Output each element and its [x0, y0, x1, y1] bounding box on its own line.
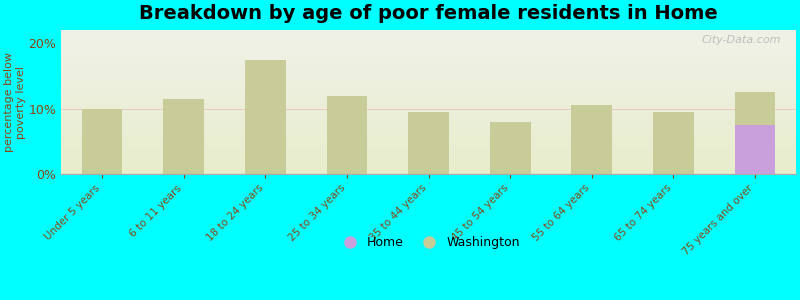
Bar	[408, 112, 449, 174]
Bar	[571, 105, 612, 174]
Bar	[163, 99, 204, 174]
Y-axis label: percentage below
poverty level: percentage below poverty level	[4, 52, 26, 152]
Text: City-Data.com: City-Data.com	[702, 34, 781, 45]
Bar	[245, 60, 286, 174]
Bar	[82, 109, 122, 174]
Bar	[734, 125, 775, 174]
Bar	[653, 112, 694, 174]
Bar	[490, 122, 530, 174]
Bar	[326, 96, 367, 174]
Bar	[734, 92, 775, 174]
Title: Breakdown by age of poor female residents in Home: Breakdown by age of poor female resident…	[139, 4, 718, 23]
Legend: Home, Washington: Home, Washington	[332, 231, 525, 254]
